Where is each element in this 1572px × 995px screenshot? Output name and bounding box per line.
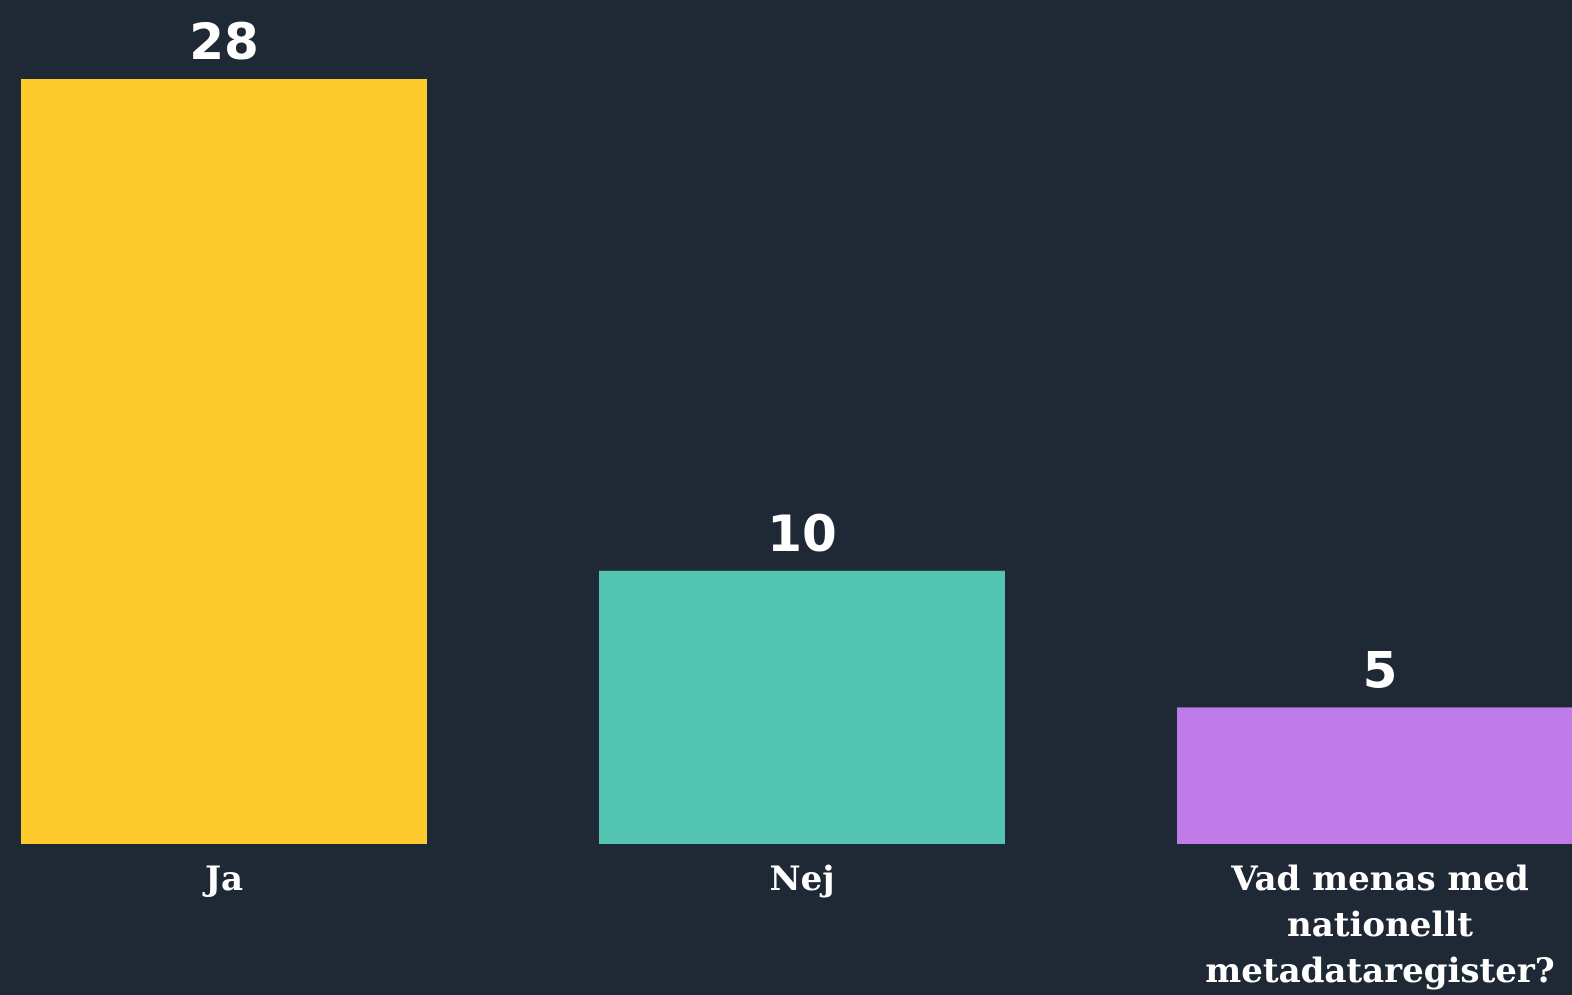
- category-label-line: nationellt: [1287, 905, 1473, 945]
- category-label-line: Vad menas med: [1230, 859, 1529, 899]
- category-label-3: Vad menas med nationellt metadataregister?: [1205, 859, 1554, 991]
- category-label-line: metadataregister?: [1205, 951, 1554, 991]
- category-label-line: Nej: [769, 859, 834, 899]
- value-label-2: 10: [767, 505, 837, 563]
- value-labels-group: 28 10 5: [189, 13, 1397, 699]
- category-labels-group: Ja Nej Vad menas med nationellt metadataregi…: [202, 859, 1555, 991]
- category-label-line: Ja: [202, 859, 243, 899]
- bars-group: [21, 79, 1572, 844]
- value-label-3: 5: [1363, 641, 1398, 699]
- bar-2: [599, 570, 1005, 844]
- bar-1: [21, 79, 427, 844]
- category-label-1: Ja: [202, 859, 243, 899]
- value-label-1: 28: [189, 13, 259, 71]
- bar-3: [1177, 707, 1572, 844]
- category-label-2: Nej: [769, 859, 834, 899]
